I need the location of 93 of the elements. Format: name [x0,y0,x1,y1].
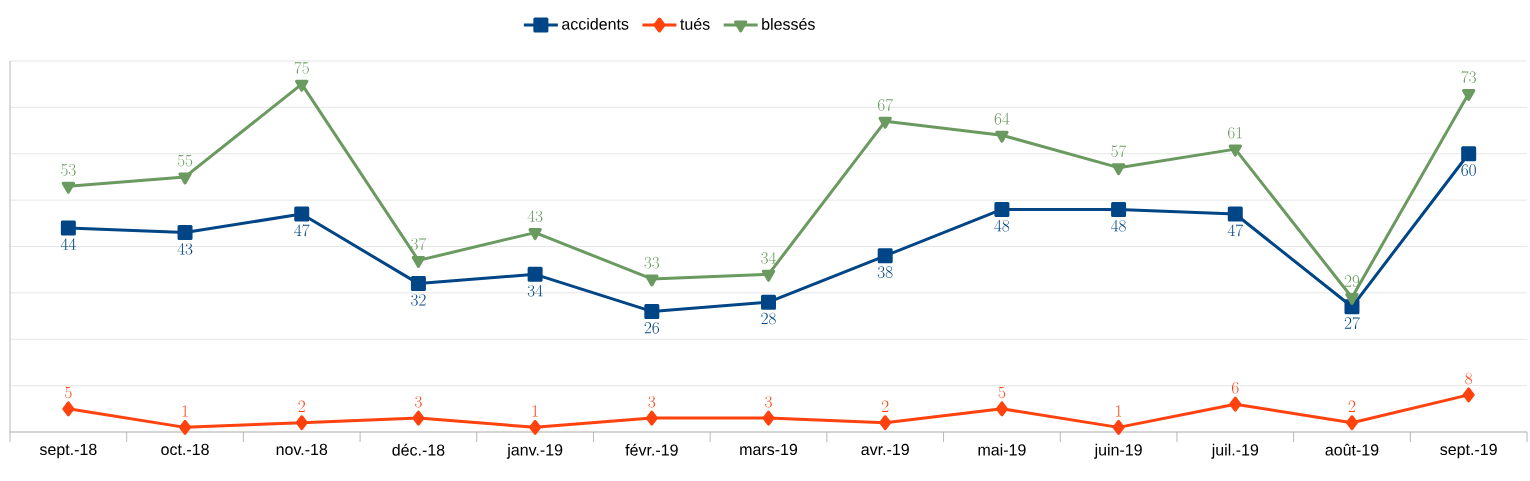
x-tick-label: juin-19 [1094,443,1142,459]
legend-label: tués [680,17,710,30]
point [1227,206,1243,222]
point [528,228,542,241]
data-label: 3 [648,395,656,408]
data-label: 37 [411,237,427,250]
point [878,116,892,129]
point [1461,88,1476,101]
data-label: 60 [1461,164,1476,176]
data-label: 5 [998,386,1006,399]
point [644,303,660,319]
data-label: 2 [1348,400,1356,412]
data-label: 61 [1228,126,1242,139]
data-label: 29 [1344,275,1360,287]
point [645,274,659,287]
point [61,181,76,194]
data-label: 38 [877,266,893,278]
x-tick-label: avr.-19 [861,443,909,456]
data-label: 64 [994,112,1010,125]
data-label: 1 [532,405,538,417]
data-label: 55 [177,154,193,167]
point [1461,146,1477,162]
data-label: 2 [881,400,889,412]
data-label: 48 [994,219,1010,232]
data-label: 1 [1116,405,1122,417]
legend-label: accidents [562,18,629,30]
data-label: 57 [1111,145,1127,158]
x-tick-label: nov.-18 [276,443,328,456]
data-label: 75 [294,61,309,74]
data-label: 8 [1465,372,1473,385]
data-label: 28 [761,312,776,325]
point [645,410,658,426]
point [1229,396,1242,412]
point [62,401,75,417]
x-tick-label: oct.-18 [161,443,209,456]
point [295,79,309,92]
data-label: 26 [644,321,660,334]
point [527,266,543,282]
point [1345,293,1359,306]
point [994,201,1010,217]
point [761,294,777,310]
data-label: 1 [182,405,188,417]
data-label: 34 [761,251,777,264]
data-label: 27 [1344,317,1360,329]
data-label: 3 [765,395,772,408]
point [1228,144,1242,157]
data-label: 2 [298,400,305,412]
point [294,206,310,222]
x-tick-label: juil.-19 [1211,443,1259,459]
data-label: 43 [527,210,543,223]
point [1345,415,1358,431]
point [1111,201,1127,217]
point [995,130,1009,143]
data-label: 32 [411,294,426,306]
point [60,220,76,236]
x-tick-label: mai-19 [978,443,1026,456]
x-tick-label: août-19 [1325,443,1379,456]
point [879,415,892,431]
data-label: 34 [527,284,543,297]
point [1462,387,1475,403]
point [412,410,425,426]
point [177,225,193,241]
point [179,419,192,435]
data-label: 73 [1461,70,1476,83]
x-tick-label: janv.-19 [506,443,563,459]
point [295,415,308,431]
x-tick-label: sept.-19 [1440,443,1497,459]
x-tick-label: févr.-19 [625,443,678,456]
point [411,255,426,268]
x-tick-label: sept.-18 [39,443,97,459]
data-label: 47 [1227,224,1244,237]
data-label: 67 [877,98,893,111]
point [761,269,776,282]
legend-label: blessés [762,17,815,30]
point [1111,163,1126,176]
point [995,401,1008,417]
data-label: 53 [61,164,76,176]
data-label: 43 [177,243,193,255]
data-label: 5 [65,386,72,399]
point [410,276,426,292]
data-label: 33 [644,256,660,269]
x-tick-label: déc.-18 [392,443,445,456]
point [178,172,192,185]
data-label: 3 [415,395,422,408]
x-tick-label: mars-19 [740,443,798,456]
data-label: 6 [1231,381,1239,394]
data-label: 47 [294,224,310,237]
point [529,419,542,435]
data-label: 44 [60,238,76,250]
point [1112,419,1125,435]
point [877,248,893,264]
data-label: 48 [1111,219,1126,232]
point [762,410,775,426]
